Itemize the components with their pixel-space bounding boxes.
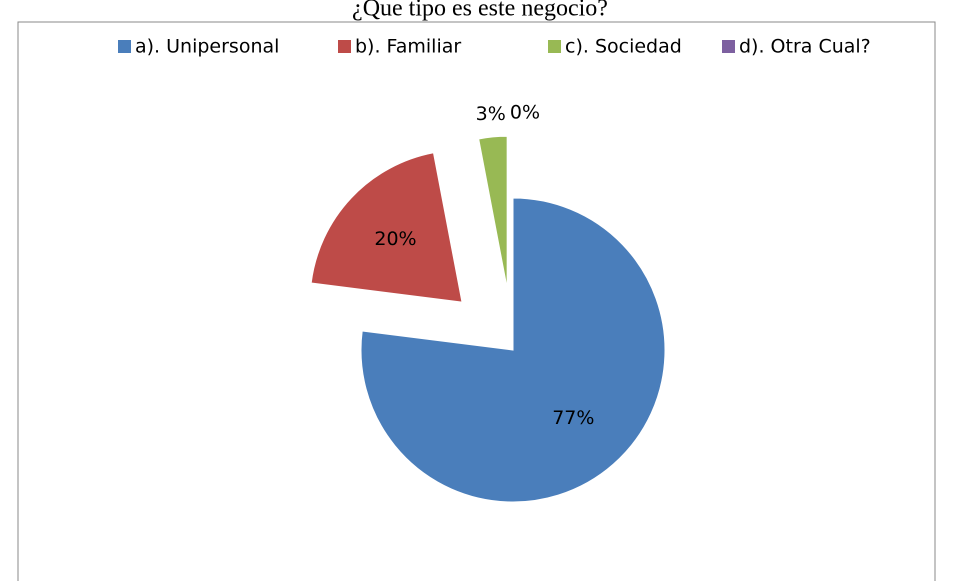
legend-swatch [722, 40, 735, 53]
legend-swatch [338, 40, 351, 53]
data-label: 0% [510, 102, 540, 124]
legend-label: a). Unipersonal [135, 36, 279, 58]
legend-swatch [118, 40, 131, 53]
data-label: 20% [374, 228, 416, 250]
legend-label: c). Sociedad [565, 36, 682, 58]
pie-slice [478, 135, 508, 289]
data-label: 77% [552, 407, 594, 429]
pie-slice [310, 152, 463, 303]
legend-swatch [548, 40, 561, 53]
pie-slice [360, 197, 666, 503]
chart-title: ¿Que tipo es este negocio? [352, 0, 608, 22]
legend-label: b). Familiar [355, 36, 461, 58]
legend-label: d). Otra Cual? [739, 36, 871, 58]
data-label: 3% [476, 103, 506, 125]
